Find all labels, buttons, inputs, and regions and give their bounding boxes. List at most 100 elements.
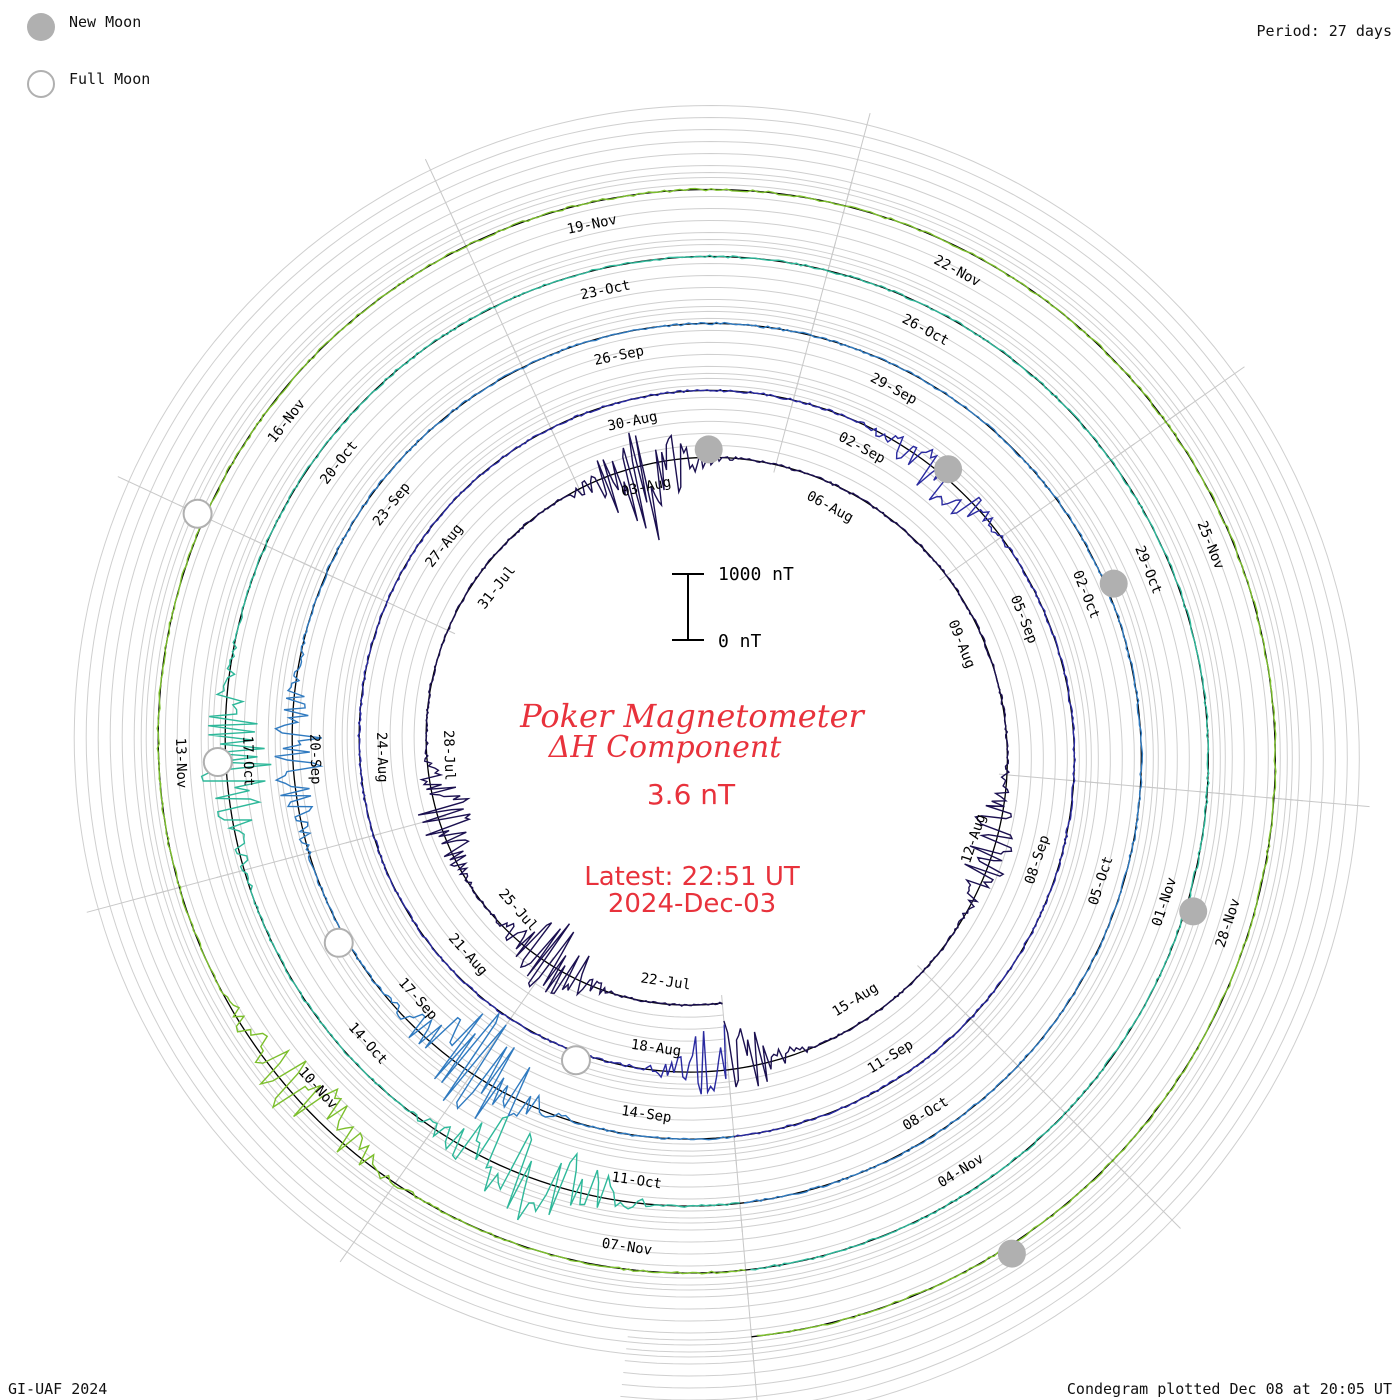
series-line-3 — [274, 321, 1144, 1204]
chart-subtitle: ΔH Component — [548, 730, 782, 765]
tick-label: 02-Sep — [836, 429, 888, 467]
grid-ring — [267, 299, 1166, 1228]
tick-label: 01-Nov — [1149, 875, 1180, 928]
tick-label: 05-Sep — [1007, 593, 1041, 646]
grid-ring — [274, 306, 1159, 1221]
legend-full-moon-label: Full Moon — [69, 70, 151, 88]
grid-ring — [389, 420, 1044, 1107]
grid-ring — [286, 317, 1147, 1209]
grid-ring — [334, 365, 1099, 1161]
tick-label: 28-Nov — [1213, 897, 1244, 950]
tick-label: 26-Oct — [899, 311, 951, 349]
grid-ring — [243, 274, 1190, 1252]
grid-ring — [176, 207, 1257, 1319]
grid-ring — [200, 231, 1233, 1295]
grid-ring — [255, 287, 1178, 1240]
tick-label: 22-Jul — [640, 970, 692, 993]
radial-line — [339, 1176, 401, 1263]
quiet-level-value: 3.6 nT — [647, 778, 736, 811]
tick-label: 20-Sep — [306, 734, 323, 785]
tick-label: 05-Oct — [1086, 854, 1117, 907]
scale-bottom-label: 0 nT — [718, 631, 762, 652]
radial-line — [424, 158, 470, 254]
data-series — [156, 187, 1277, 1337]
new-moon-icon — [27, 13, 55, 41]
tick-label: 17-Oct — [239, 736, 256, 787]
radial-line — [1106, 1154, 1181, 1229]
tick-label: 24-Aug — [373, 732, 390, 783]
grid-ring — [377, 408, 1056, 1119]
full-moon-marker — [560, 1045, 591, 1076]
radial-line — [750, 1328, 758, 1400]
grid-ring — [188, 219, 1245, 1307]
tick-label: 23-Sep — [370, 480, 414, 530]
tick-label: 14-Sep — [620, 1103, 672, 1126]
grid-ring — [346, 377, 1087, 1149]
grid-ring — [310, 341, 1123, 1185]
tick-label: 14-Oct — [345, 1020, 391, 1068]
tick-label: 08-Sep — [1022, 833, 1053, 886]
tick-label: 28-Jul — [440, 730, 457, 781]
grid-ring — [621, 1384, 756, 1389]
grid-ring — [413, 444, 1020, 1083]
tick-label: 18-Aug — [630, 1037, 682, 1060]
legend-full-moon: Full Moon — [27, 70, 150, 98]
tick-label: 09-Aug — [945, 618, 979, 671]
new-moon-marker — [1179, 897, 1208, 926]
grid-ring — [207, 238, 1226, 1288]
full-moon-marker — [323, 927, 354, 958]
radial-line — [1158, 366, 1245, 427]
radial-line — [86, 884, 188, 913]
new-moon-marker — [934, 455, 963, 484]
grid-ring — [231, 262, 1202, 1264]
full-moon-marker — [182, 498, 213, 529]
grid-ring — [298, 329, 1135, 1197]
plotted-label: Condegram plotted Dec 08 at 20:05 UT — [1066, 1380, 1392, 1398]
tick-label: 06-Aug — [804, 488, 856, 526]
grid-ring — [219, 250, 1214, 1276]
grid-ring — [624, 1360, 754, 1365]
tick-label: 25-Nov — [1194, 519, 1228, 572]
tick-label: 21-Aug — [445, 930, 491, 978]
tick-label: 16-Nov — [265, 396, 309, 446]
chart-title: Poker Magnetometer — [519, 697, 865, 735]
full-moon-marker — [202, 747, 233, 778]
grid-ring — [365, 396, 1068, 1130]
tick-label: 25-Jul — [495, 886, 541, 934]
legend-new-moon: New Moon — [27, 13, 141, 41]
full-moon-icon — [27, 70, 55, 98]
grid-ring — [145, 176, 1288, 1350]
grid-ring — [623, 1372, 755, 1377]
grid-ring — [164, 195, 1269, 1331]
tick-label: 02-Oct — [1069, 568, 1103, 621]
radial-line — [842, 113, 871, 214]
grid-ring — [401, 432, 1032, 1095]
grid-ring — [620, 1395, 757, 1400]
moon-markers — [182, 435, 1208, 1268]
latest-date: 2024-Dec-03 — [608, 889, 776, 919]
grid-ring — [626, 1348, 753, 1353]
period-label: Period: 27 days — [1256, 22, 1392, 40]
grid-ring — [322, 353, 1111, 1173]
grid-ring — [152, 183, 1281, 1343]
grid-ring — [627, 1336, 752, 1341]
grid-ring — [133, 164, 1300, 1362]
grid-ring — [140, 171, 1293, 1355]
scale-top-label: 1000 nT — [718, 564, 794, 585]
series-line-1 — [417, 432, 1014, 1088]
grid-ring — [341, 372, 1092, 1154]
grid-ring — [212, 243, 1221, 1283]
grid-ring — [353, 384, 1080, 1142]
tick-label: 29-Sep — [867, 370, 919, 408]
tick-label: 29-Oct — [1131, 544, 1165, 597]
latest-time: Latest: 22:51 UT — [584, 862, 800, 892]
new-moon-marker — [1099, 569, 1128, 598]
tick-label: 07-Nov — [601, 1236, 653, 1259]
tick-label: 13-Nov — [172, 738, 189, 789]
grid-ring — [73, 104, 1360, 1400]
new-moon-marker — [997, 1239, 1026, 1268]
grid-ring — [121, 152, 1312, 1374]
tick-label: 22-Nov — [931, 252, 983, 290]
grid-ring — [279, 310, 1154, 1216]
